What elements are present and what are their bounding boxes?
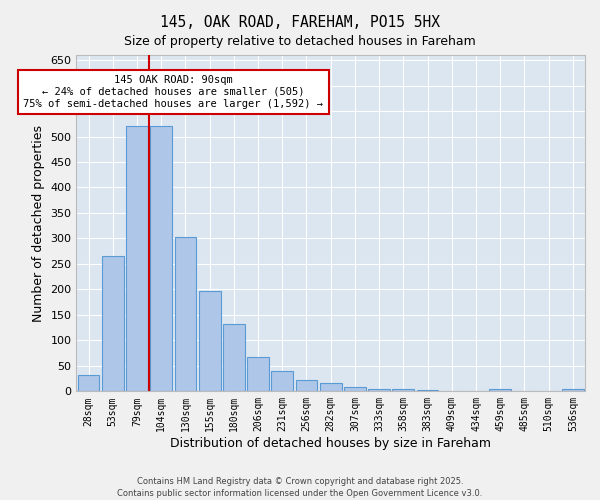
Y-axis label: Number of detached properties: Number of detached properties	[32, 124, 45, 322]
Bar	[296, 380, 317, 392]
Bar	[562, 389, 584, 392]
Bar	[199, 291, 221, 392]
Bar	[247, 357, 269, 392]
Text: Size of property relative to detached houses in Fareham: Size of property relative to detached ho…	[124, 35, 476, 48]
Bar	[368, 389, 390, 392]
Bar	[490, 390, 511, 392]
Bar	[416, 390, 439, 392]
Bar	[344, 388, 366, 392]
Text: 145, OAK ROAD, FAREHAM, PO15 5HX: 145, OAK ROAD, FAREHAM, PO15 5HX	[160, 15, 440, 30]
Bar	[77, 374, 100, 392]
Text: 145 OAK ROAD: 90sqm
← 24% of detached houses are smaller (505)
75% of semi-detac: 145 OAK ROAD: 90sqm ← 24% of detached ho…	[23, 76, 323, 108]
Bar	[441, 391, 463, 392]
Bar	[538, 391, 560, 392]
Bar	[102, 256, 124, 392]
Bar	[223, 324, 245, 392]
Bar	[175, 237, 196, 392]
Bar	[271, 371, 293, 392]
Bar	[392, 390, 414, 392]
Bar	[150, 126, 172, 392]
Bar	[514, 391, 535, 392]
Bar	[320, 382, 341, 392]
Bar	[126, 126, 148, 392]
Text: Contains HM Land Registry data © Crown copyright and database right 2025.
Contai: Contains HM Land Registry data © Crown c…	[118, 476, 482, 498]
X-axis label: Distribution of detached houses by size in Fareham: Distribution of detached houses by size …	[170, 437, 491, 450]
